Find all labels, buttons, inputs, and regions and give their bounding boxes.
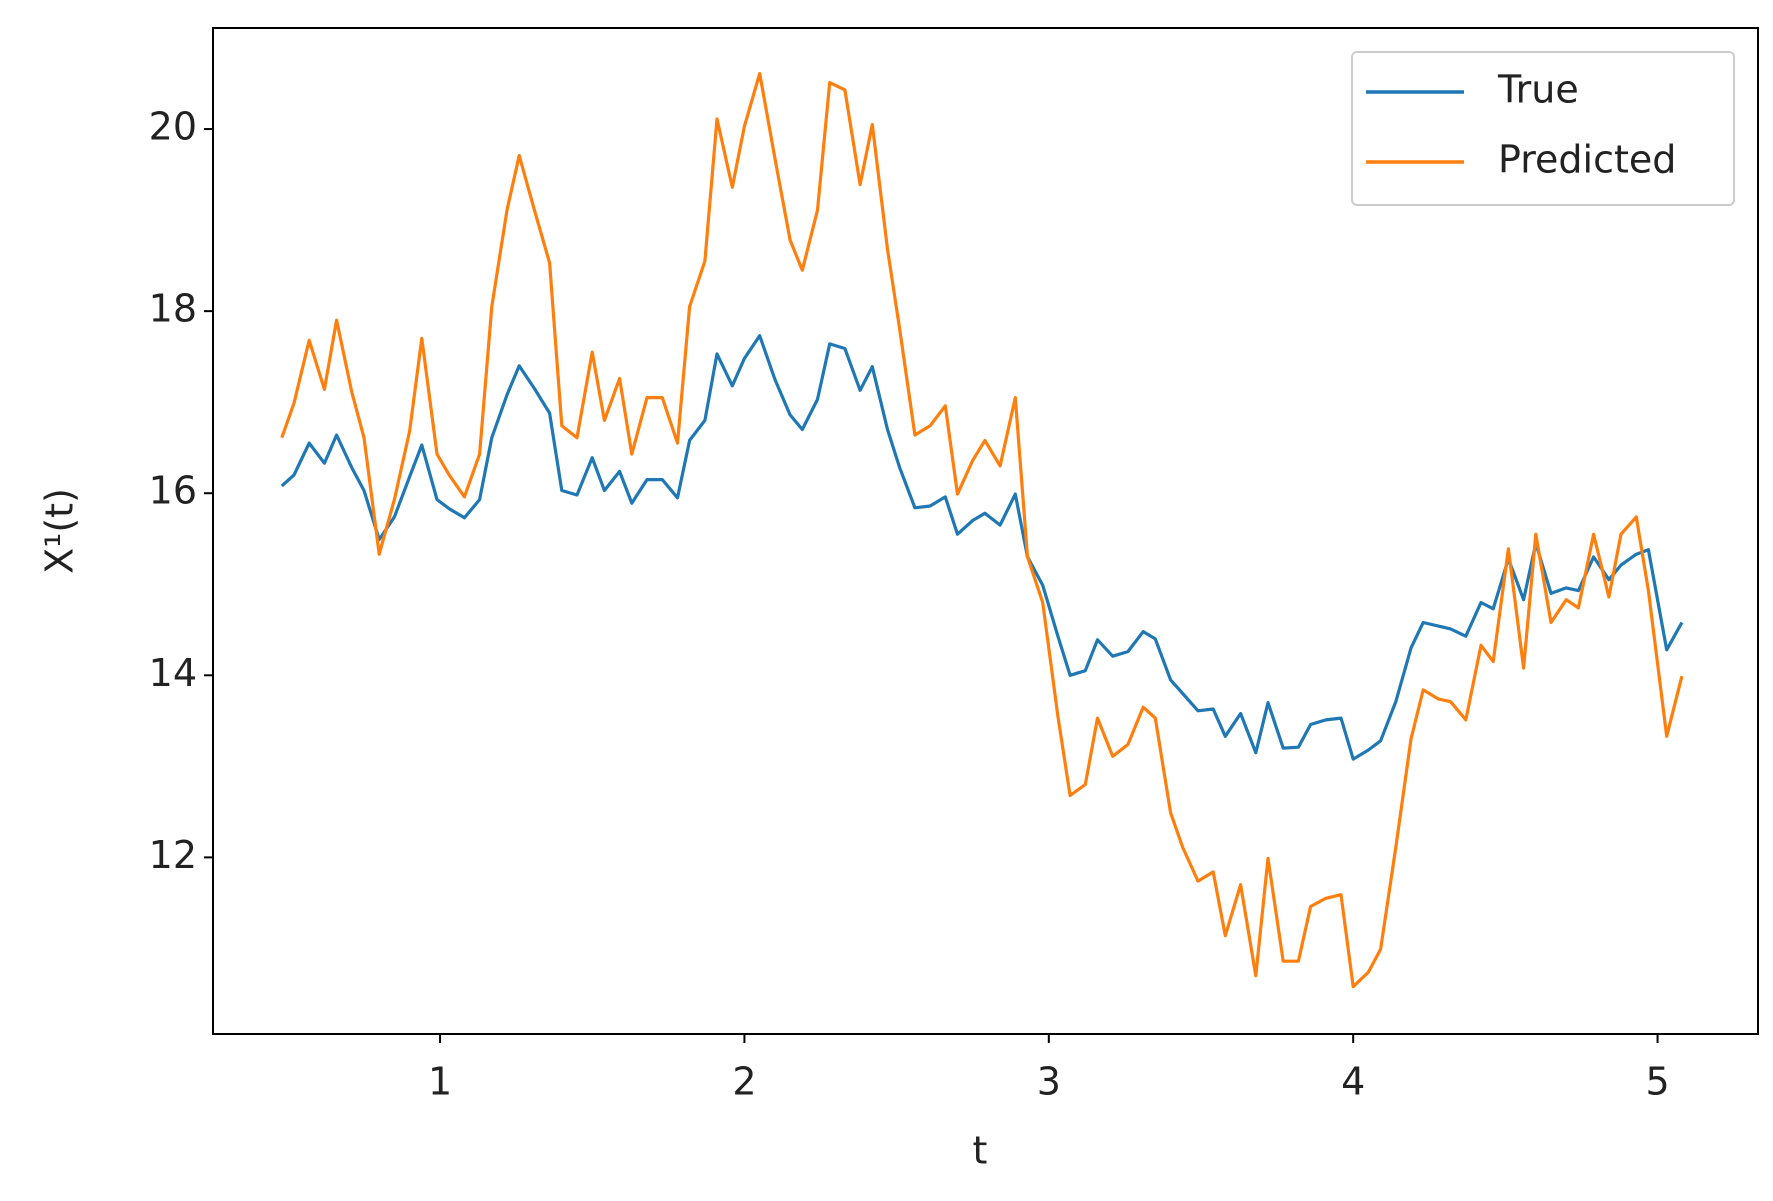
x-tick-label: 5 xyxy=(1645,1060,1669,1104)
plot-frame xyxy=(212,27,1759,1035)
y-tick-label: 16 xyxy=(149,469,197,513)
y-tick-label: 18 xyxy=(149,287,197,331)
x-tick-label: 4 xyxy=(1341,1060,1365,1104)
x-tick-label: 2 xyxy=(732,1060,756,1104)
series-line xyxy=(280,71,1684,989)
y-tick-label: 14 xyxy=(149,651,197,695)
y-tick-label: 12 xyxy=(149,833,197,877)
legend-label: True xyxy=(1497,68,1579,112)
x-tick-label: 1 xyxy=(428,1060,452,1104)
y-axis-label: X¹(t) xyxy=(38,488,82,574)
x-tick-label: 3 xyxy=(1037,1060,1061,1104)
x-axis-label: t xyxy=(973,1129,988,1173)
series-line xyxy=(280,334,1684,761)
y-tick-label: 20 xyxy=(149,105,197,149)
legend-label: Predicted xyxy=(1498,138,1676,182)
legend: True Predicted xyxy=(1351,51,1735,206)
